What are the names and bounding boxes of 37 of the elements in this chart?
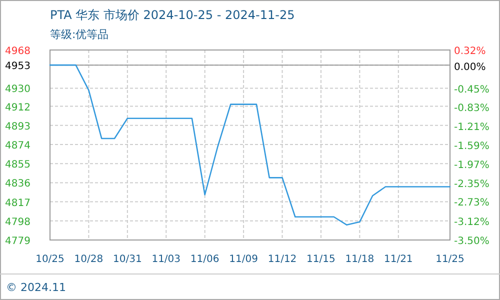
y-tick-label: 4874	[5, 140, 30, 152]
y-tick-label: 4912	[5, 102, 30, 114]
x-tick-label: 10/28	[74, 254, 104, 265]
y2-tick-label: -1.97%	[454, 160, 490, 171]
x-tick-label: 10/25	[36, 254, 64, 265]
chart-title: PTA 华东 市场价 2024-10-25 - 2024-11-25	[50, 8, 295, 22]
y2-tick-label: 0.32%	[454, 46, 486, 57]
y-tick-label: 4855	[5, 160, 30, 171]
text: © 2024.11	[6, 281, 66, 294]
y-tick-label: 4798	[5, 216, 30, 228]
y2-tick-label: -2.73%	[454, 198, 490, 209]
x-tick-label: 11/12	[268, 254, 297, 265]
y2-tick-label: 0.00%	[454, 62, 486, 73]
x-tick-label: 11/18	[345, 254, 374, 265]
y-tick-label: 4817	[5, 198, 30, 209]
y-tick-label: 4930	[5, 84, 30, 96]
y-tick-label: 4968	[5, 46, 30, 57]
y2-tick-label: -2.35%	[454, 178, 490, 190]
x-tick-label: 11/25	[436, 254, 464, 265]
y2-tick-label: -0.45%	[454, 84, 490, 96]
y2-tick-label: -3.12%	[454, 217, 490, 228]
x-tick-label: 11/21	[384, 254, 413, 265]
x-tick-label: 10/31	[113, 254, 142, 265]
y2-tick-label: -1.21%	[454, 122, 490, 134]
y-tick-label: 4893	[5, 121, 30, 132]
x-tick-label: 11/15	[306, 254, 336, 265]
x-tick-label: 11/06	[190, 254, 220, 265]
y2-tick-label: -3.50%	[454, 236, 490, 247]
y2-tick-label: -0.83%	[454, 103, 490, 114]
y2-tick-label: -1.59%	[454, 141, 490, 152]
line-series	[49, 64, 451, 226]
x-tick-label: 11/09	[229, 254, 258, 265]
chart-subtitle: 等级:优等品	[50, 28, 109, 41]
y-tick-label: 4779	[5, 236, 30, 247]
x-tick-label: 11/03	[152, 254, 181, 265]
y-tick-label: 4953	[5, 61, 30, 72]
y-tick-label: 4836	[5, 178, 30, 190]
